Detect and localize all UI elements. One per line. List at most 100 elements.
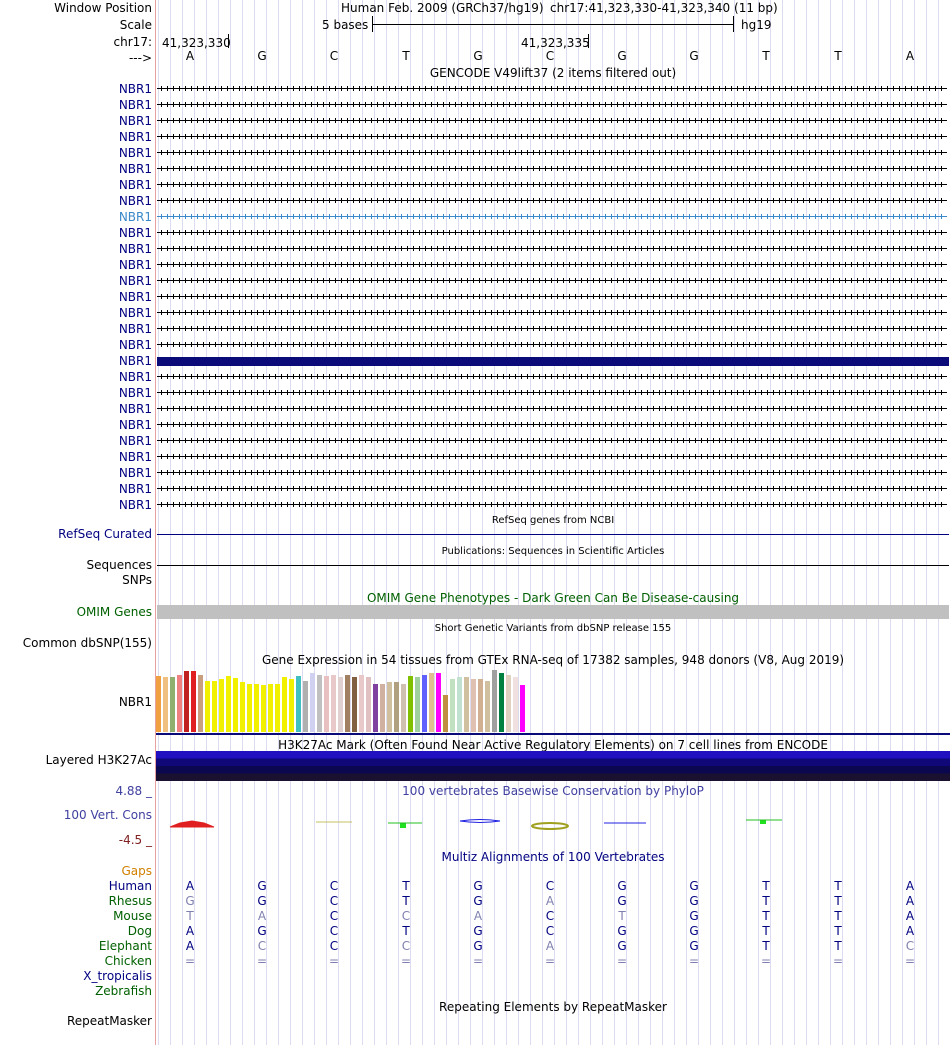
- gencode-gene-label[interactable]: NBR1: [118, 258, 152, 272]
- gtex-tissue-bar[interactable]: [205, 681, 210, 732]
- gtex-tissue-bar[interactable]: [499, 673, 504, 732]
- gencode-transcript[interactable]: [157, 484, 947, 494]
- h3k27ac-title[interactable]: H3K27Ac Mark (Often Found Near Active Re…: [278, 738, 828, 752]
- gencode-gene-label[interactable]: NBR1: [118, 162, 152, 176]
- publications-label[interactable]: Sequences: [86, 558, 152, 572]
- gtex-title[interactable]: Gene Expression in 54 tissues from GTEx …: [261, 653, 845, 667]
- gencode-gene-label[interactable]: NBR1: [118, 194, 152, 208]
- gencode-transcript[interactable]: [157, 196, 947, 206]
- gencode-gene-label[interactable]: NBR1: [118, 306, 152, 320]
- gtex-tissue-bar[interactable]: [485, 681, 490, 732]
- gencode-transcript[interactable]: [157, 84, 947, 94]
- gencode-gene-label[interactable]: NBR1: [118, 98, 152, 112]
- gtex-tissue-bar[interactable]: [506, 675, 511, 732]
- gencode-transcript[interactable]: [157, 100, 947, 110]
- gencode-gene-label[interactable]: NBR1: [118, 338, 152, 352]
- gencode-transcript[interactable]: [157, 132, 947, 142]
- gencode-gene-label[interactable]: NBR1: [118, 450, 152, 464]
- multiz-species-label[interactable]: X_tropicalis: [83, 969, 152, 983]
- multiz-title[interactable]: Multiz Alignments of 100 Vertebrates: [441, 850, 665, 864]
- gtex-tissue-bar[interactable]: [261, 685, 266, 732]
- gtex-tissue-bar[interactable]: [478, 679, 483, 732]
- gencode-transcript[interactable]: [157, 468, 947, 478]
- gtex-tissue-bar[interactable]: [170, 677, 175, 732]
- gtex-tissue-bar[interactable]: [408, 676, 413, 732]
- phylop-signal[interactable]: [156, 815, 950, 835]
- gtex-tissue-bar[interactable]: [198, 675, 203, 732]
- gencode-gene-label[interactable]: NBR1: [118, 466, 152, 480]
- gtex-tissue-bar[interactable]: [191, 671, 196, 732]
- multiz-species-label[interactable]: Dog: [127, 924, 152, 938]
- gtex-tissue-bar[interactable]: [429, 673, 434, 732]
- publications-line[interactable]: [157, 565, 949, 566]
- gtex-tissue-bar[interactable]: [219, 679, 224, 732]
- refseq-label[interactable]: RefSeq Curated: [58, 527, 152, 541]
- gtex-tissue-bar[interactable]: [352, 677, 357, 732]
- gtex-tissue-bar[interactable]: [163, 677, 168, 732]
- multiz-species-label[interactable]: Elephant: [98, 939, 152, 953]
- gencode-gene-label[interactable]: NBR1: [118, 418, 152, 432]
- gtex-tissue-bar[interactable]: [317, 675, 322, 732]
- gencode-transcript[interactable]: [157, 500, 947, 510]
- gtex-tissue-bar[interactable]: [373, 684, 378, 732]
- gencode-transcript[interactable]: [157, 436, 947, 446]
- gencode-transcript[interactable]: [157, 308, 947, 318]
- gencode-gene-label[interactable]: NBR1: [118, 290, 152, 304]
- gencode-transcript[interactable]: [157, 244, 947, 254]
- gtex-tissue-bar[interactable]: [289, 679, 294, 732]
- phylop-label[interactable]: 100 Vert. Cons: [63, 808, 152, 822]
- gencode-transcript[interactable]: [157, 148, 947, 158]
- gtex-tissue-bar[interactable]: [359, 675, 364, 732]
- gencode-transcript[interactable]: [157, 228, 947, 238]
- gtex-tissue-bar[interactable]: [296, 676, 301, 732]
- gencode-gene-label[interactable]: NBR1: [118, 434, 152, 448]
- gtex-tissue-bar[interactable]: [240, 682, 245, 732]
- gtex-tissue-bar[interactable]: [471, 679, 476, 732]
- gtex-tissue-bar[interactable]: [338, 677, 343, 732]
- gencode-transcript[interactable]: [157, 340, 947, 350]
- gencode-transcript[interactable]: [157, 324, 947, 334]
- gtex-tissue-bar[interactable]: [436, 673, 441, 732]
- gtex-tissue-bar[interactable]: [422, 675, 427, 732]
- phylop-title[interactable]: 100 vertebrates Basewise Conservation by…: [402, 784, 704, 798]
- refseq-line[interactable]: [157, 534, 949, 535]
- gtex-tissue-bar[interactable]: [254, 684, 259, 732]
- gencode-transcript[interactable]: [157, 357, 949, 366]
- gtex-tissue-bar[interactable]: [394, 682, 399, 732]
- gtex-tissue-bar[interactable]: [457, 677, 462, 732]
- gtex-bar-chart[interactable]: [156, 668, 536, 732]
- gaps-label[interactable]: Gaps: [121, 864, 152, 878]
- multiz-species-label[interactable]: Zebrafish: [95, 984, 152, 998]
- gencode-gene-label[interactable]: NBR1: [118, 82, 152, 96]
- gtex-tissue-bar[interactable]: [282, 677, 287, 732]
- gtex-tissue-bar[interactable]: [464, 677, 469, 732]
- gtex-tissue-bar[interactable]: [324, 676, 329, 732]
- gtex-tissue-bar[interactable]: [247, 684, 252, 732]
- gtex-tissue-bar[interactable]: [226, 676, 231, 732]
- gencode-transcript[interactable]: [157, 292, 947, 302]
- gencode-transcript[interactable]: [157, 260, 947, 270]
- gtex-tissue-bar[interactable]: [331, 675, 336, 732]
- omim-bar[interactable]: [157, 605, 949, 619]
- gencode-transcript[interactable]: [157, 404, 947, 414]
- gencode-gene-label[interactable]: NBR1: [118, 226, 152, 240]
- gencode-gene-label[interactable]: NBR1: [118, 402, 152, 416]
- gtex-tissue-bar[interactable]: [492, 670, 497, 732]
- gencode-gene-label[interactable]: NBR1: [118, 274, 152, 288]
- gencode-gene-label[interactable]: NBR1: [118, 386, 152, 400]
- gtex-tissue-bar[interactable]: [415, 677, 420, 732]
- gtex-tissue-bar[interactable]: [520, 685, 525, 732]
- gencode-gene-label[interactable]: NBR1: [118, 354, 152, 368]
- gtex-tissue-bar[interactable]: [275, 684, 280, 732]
- repeatmasker-label[interactable]: RepeatMasker: [66, 1014, 152, 1028]
- multiz-species-label[interactable]: Chicken: [104, 954, 152, 968]
- gencode-gene-label[interactable]: NBR1: [118, 322, 152, 336]
- gtex-tissue-bar[interactable]: [380, 684, 385, 732]
- multiz-species-label[interactable]: Mouse: [113, 909, 152, 923]
- gtex-tissue-bar[interactable]: [177, 675, 182, 732]
- gtex-tissue-bar[interactable]: [401, 684, 406, 732]
- gtex-tissue-bar[interactable]: [366, 677, 371, 732]
- omim-label[interactable]: OMIM Genes: [76, 605, 152, 619]
- gencode-gene-label[interactable]: NBR1: [118, 242, 152, 256]
- gencode-title[interactable]: GENCODE V49lift37 (2 items filtered out): [429, 66, 677, 80]
